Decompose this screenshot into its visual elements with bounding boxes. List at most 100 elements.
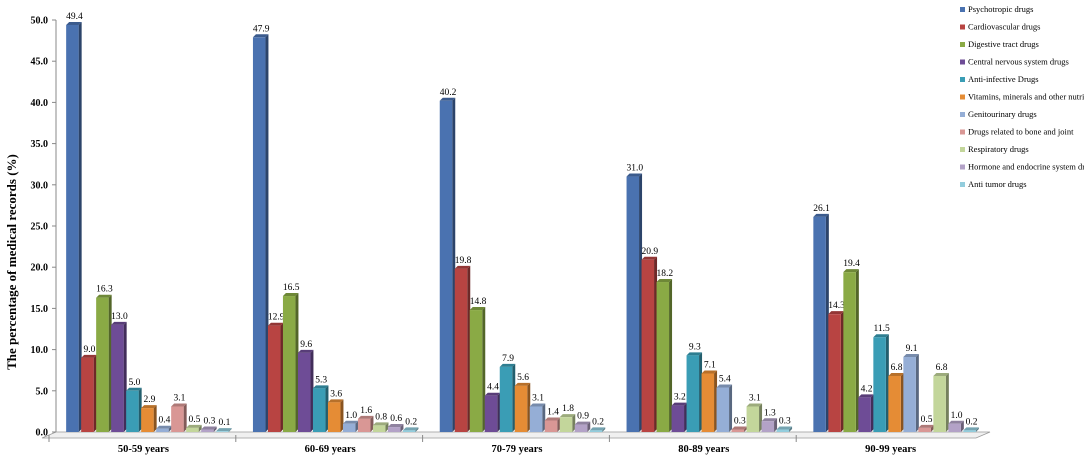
- data-label: 16.5: [283, 283, 300, 293]
- bar: [761, 418, 778, 432]
- bar-front: [858, 397, 871, 432]
- legend-item: Genitourinary drugs: [960, 109, 1037, 119]
- data-label: 1.0: [345, 411, 357, 421]
- data-label: 0.2: [405, 417, 417, 427]
- data-label: 5.3: [315, 375, 327, 385]
- bar-front: [544, 420, 558, 432]
- data-label: 1.3: [764, 408, 776, 418]
- bar-front: [963, 430, 976, 432]
- data-label: 0.5: [188, 415, 200, 425]
- bar-top: [813, 213, 829, 217]
- data-label: 6.8: [936, 363, 948, 373]
- bar-front: [641, 259, 655, 432]
- data-label: 3.2: [674, 393, 686, 403]
- bar-side: [654, 256, 658, 432]
- bar-top: [186, 424, 202, 428]
- data-label: 0.2: [592, 417, 604, 427]
- bar-side: [960, 420, 964, 432]
- legend-label: Hormone and endocrine system drugs: [968, 162, 1084, 172]
- bar-top: [282, 293, 299, 297]
- legend-swatch: [960, 147, 965, 152]
- data-label: 5.6: [517, 373, 529, 383]
- bar-top: [948, 420, 964, 424]
- legend-label: Psychotropic drugs: [968, 4, 1033, 14]
- bar-top: [776, 426, 793, 430]
- x-tick-label: 60-69 years: [305, 444, 356, 455]
- bar-side: [78, 21, 82, 432]
- bar-top: [402, 427, 419, 431]
- bar-side: [153, 405, 157, 432]
- bar-top: [918, 424, 934, 428]
- bar-top: [141, 405, 157, 409]
- y-tick-label: 50.0: [31, 16, 49, 27]
- legend-label: Genitourinary drugs: [968, 109, 1037, 119]
- bar: [574, 421, 591, 432]
- bar: [141, 405, 157, 432]
- bar-top: [589, 427, 606, 431]
- bar-front: [948, 423, 961, 432]
- bar-front: [716, 387, 730, 432]
- data-label: 9.3: [689, 342, 701, 352]
- bar-side: [639, 173, 643, 432]
- bar-front: [402, 430, 416, 432]
- bar-side: [870, 394, 874, 432]
- bar-side: [512, 363, 516, 432]
- bar-front: [342, 423, 356, 432]
- bar: [469, 307, 486, 432]
- bar-side: [482, 307, 486, 432]
- legend-label: Cardiovascular drugs: [968, 22, 1040, 32]
- bar: [671, 402, 688, 432]
- data-label: 0.1: [218, 418, 230, 428]
- bar: [746, 403, 763, 432]
- bar-side: [915, 354, 919, 432]
- bar-top: [963, 427, 979, 431]
- data-label: 3.6: [330, 389, 342, 399]
- data-label: 47.9: [253, 24, 270, 34]
- bar: [186, 424, 202, 432]
- data-label: 7.9: [502, 354, 514, 364]
- x-tick-label: 70-79 years: [491, 444, 542, 455]
- legend-label: Anti-infective Drugs: [968, 74, 1039, 84]
- bar-side: [789, 426, 793, 432]
- bar-side: [93, 354, 97, 432]
- bar-front: [201, 429, 214, 432]
- bar-front: [574, 424, 588, 432]
- bar-front: [297, 352, 311, 432]
- bar: [201, 426, 217, 432]
- bar: [858, 394, 874, 432]
- bar: [171, 403, 187, 432]
- bar-front: [439, 100, 453, 432]
- data-label: 14.3: [828, 301, 845, 311]
- bar-front: [387, 427, 401, 432]
- bar-side: [774, 418, 778, 432]
- bar: [312, 385, 329, 432]
- bar-top: [641, 256, 658, 260]
- bar: [873, 334, 889, 432]
- bar-top: [156, 425, 172, 429]
- bar-front: [813, 216, 826, 432]
- bar-top: [454, 265, 471, 269]
- bar-top: [126, 387, 142, 391]
- y-tick-label: 30.0: [31, 180, 49, 191]
- bar-front: [81, 357, 94, 432]
- bar-front: [888, 375, 901, 432]
- bar-top: [514, 382, 531, 386]
- bar: [828, 311, 844, 432]
- bar: [267, 322, 284, 432]
- bar: [559, 414, 576, 432]
- bar-side: [310, 349, 314, 432]
- data-label: 16.3: [96, 285, 113, 295]
- bar-front: [559, 417, 573, 432]
- legend-item: Psychotropic drugs: [960, 4, 1033, 14]
- bar-top: [499, 363, 516, 367]
- legend-swatch: [960, 129, 965, 135]
- bar-side: [280, 322, 284, 432]
- bar-side: [183, 403, 187, 432]
- bar-top: [671, 402, 688, 406]
- data-label: 1.0: [951, 411, 963, 421]
- bar-top: [469, 307, 486, 311]
- bar-side: [138, 387, 142, 432]
- legend-item: Respiratory drugs: [960, 144, 1029, 154]
- data-label: 4.2: [861, 384, 873, 394]
